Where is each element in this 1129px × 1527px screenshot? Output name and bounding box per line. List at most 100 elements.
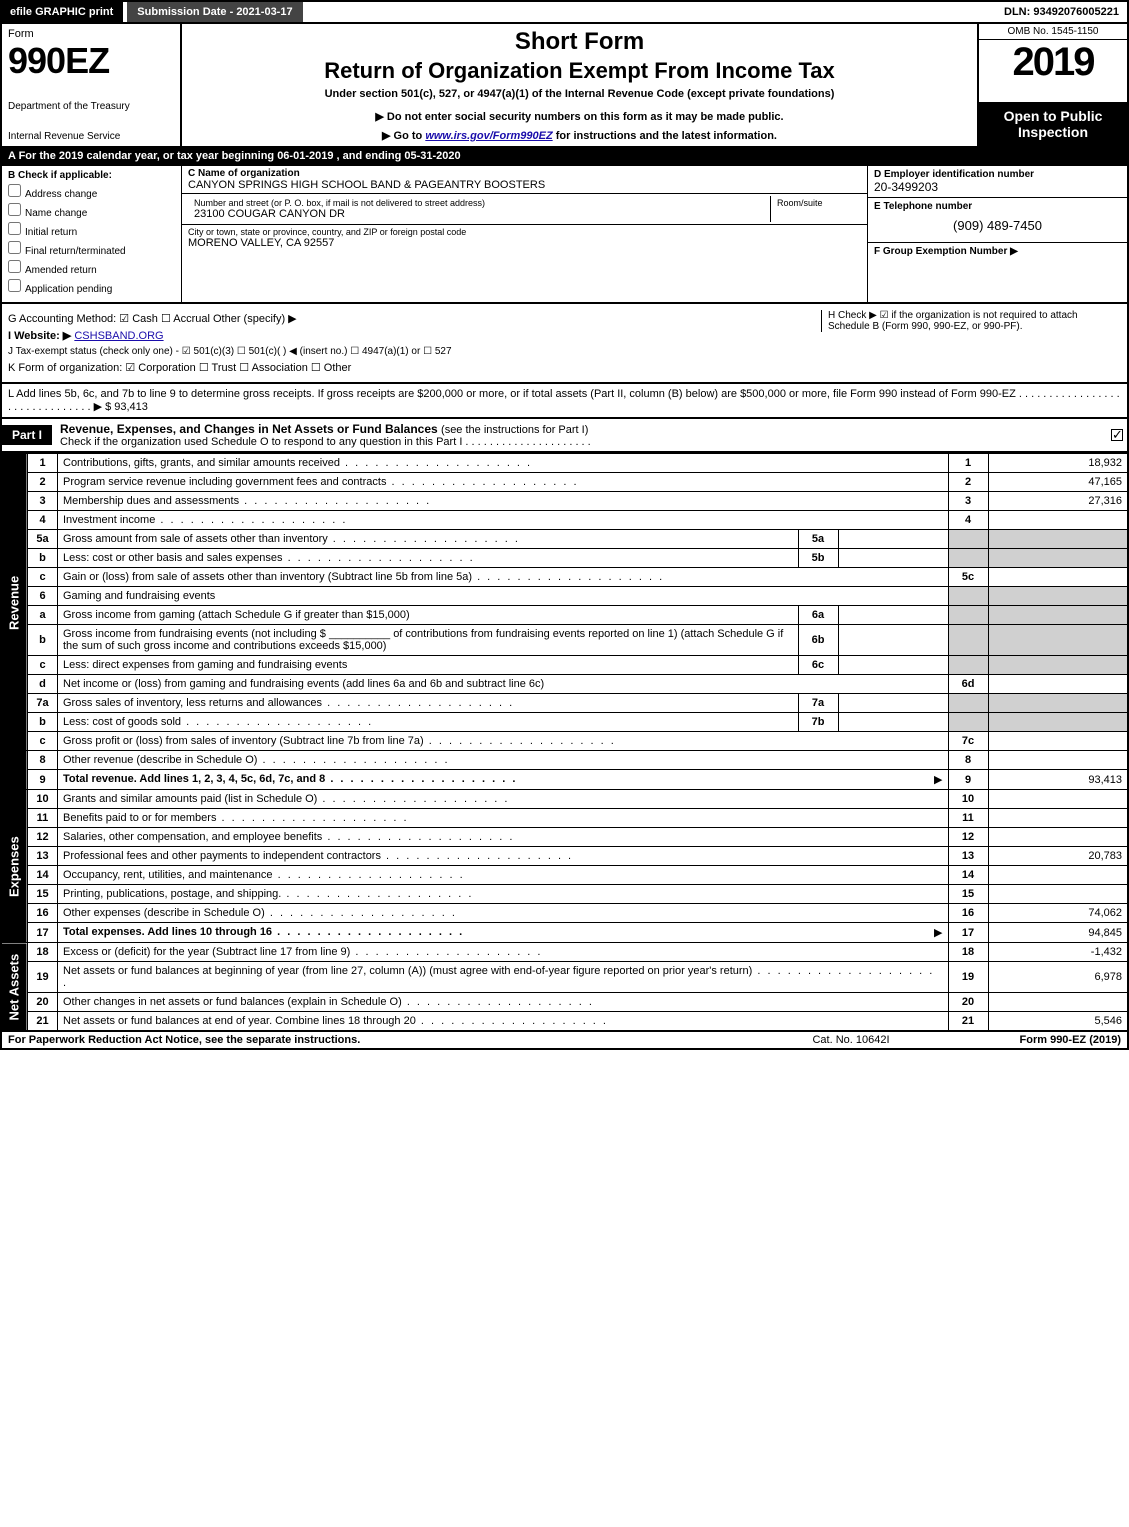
cb-name-change-label: Name change [25, 208, 87, 219]
room-label: Room/suite [777, 198, 855, 208]
part-1-checkbox[interactable] [1107, 429, 1127, 441]
l6c-num: c [28, 656, 58, 675]
l14-num: 14 [28, 866, 58, 885]
l18-num: 18 [28, 943, 58, 962]
period-text: A For the 2019 calendar year, or tax yea… [8, 150, 461, 162]
l5b-samt [838, 549, 948, 568]
l3-num: 3 [28, 492, 58, 511]
l15-rnum: 15 [948, 885, 988, 904]
phone-value: (909) 489-7450 [874, 212, 1121, 239]
l5c-amt [988, 568, 1128, 587]
l7b-ashade [988, 713, 1128, 732]
expenses-sidelabel: Expenses [1, 790, 28, 943]
revenue-sidelabel-cont [1, 751, 28, 790]
l6b-desc: Gross income from fundraising events (no… [58, 625, 799, 656]
l6-rshade [948, 587, 988, 606]
h-box: H Check ▶ ☑ if the organization is not r… [821, 310, 1121, 332]
l17-num: 17 [28, 923, 58, 943]
l10-amt [988, 790, 1128, 809]
l13-num: 13 [28, 847, 58, 866]
l1-desc: Contributions, gifts, grants, and simila… [58, 454, 949, 473]
goto-suffix: for instructions and the latest informat… [553, 130, 777, 142]
l5a-ashade [988, 530, 1128, 549]
goto-link[interactable]: www.irs.gov/Form990EZ [425, 130, 552, 142]
l1-rnum: 1 [948, 454, 988, 473]
street-cell: Number and street (or P. O. box, if mail… [188, 196, 771, 222]
cb-application-pending[interactable]: Application pending [8, 279, 175, 295]
column-b: B Check if applicable: Address change Na… [2, 166, 182, 302]
l6c-desc: Less: direct expenses from gaming and fu… [58, 656, 799, 675]
l14-desc: Occupancy, rent, utilities, and maintena… [58, 866, 949, 885]
cb-address-change[interactable]: Address change [8, 184, 175, 200]
cb-initial-return[interactable]: Initial return [8, 222, 175, 238]
column-def: D Employer identification number 20-3499… [867, 166, 1127, 302]
l8-amt [988, 751, 1128, 770]
org-name-cell: C Name of organization CANYON SPRINGS HI… [182, 166, 867, 194]
l18-desc: Excess or (deficit) for the year (Subtra… [58, 943, 949, 962]
l6a-ashade [988, 606, 1128, 625]
part-1-header: Part I Revenue, Expenses, and Changes in… [0, 419, 1129, 453]
l11-amt [988, 809, 1128, 828]
department-label: Department of the Treasury [8, 101, 174, 112]
website-link[interactable]: CSHSBAND.ORG [74, 330, 163, 342]
l14-rnum: 14 [948, 866, 988, 885]
l9-arrow: ▶ [934, 773, 942, 786]
l4-num: 4 [28, 511, 58, 530]
entity-block: B Check if applicable: Address change Na… [0, 166, 1129, 304]
l7b-rshade [948, 713, 988, 732]
group-exemption-cell: F Group Exemption Number ▶ [868, 243, 1127, 260]
l6d-rnum: 6d [948, 675, 988, 694]
cb-application-pending-label: Application pending [25, 284, 112, 295]
l19-amt: 6,978 [988, 962, 1128, 993]
cb-name-change[interactable]: Name change [8, 203, 175, 219]
l3-desc: Membership dues and assessments [58, 492, 949, 511]
l7a-sn: 7a [798, 694, 838, 713]
l11-num: 11 [28, 809, 58, 828]
l1-num: 1 [28, 454, 58, 473]
city-value: MORENO VALLEY, CA 92557 [188, 237, 861, 249]
l21-num: 21 [28, 1012, 58, 1032]
l15-amt [988, 885, 1128, 904]
l6a-rshade [948, 606, 988, 625]
l10-num: 10 [28, 790, 58, 809]
l13-desc: Professional fees and other payments to … [58, 847, 949, 866]
l6a-desc: Gross income from gaming (attach Schedul… [58, 606, 799, 625]
omb-number: OMB No. 1545-1150 [979, 24, 1127, 40]
efile-print-button[interactable]: efile GRAPHIC print [2, 2, 123, 22]
l19-rnum: 19 [948, 962, 988, 993]
l9-rnum: 9 [948, 770, 988, 790]
l5a-sn: 5a [798, 530, 838, 549]
l20-rnum: 20 [948, 993, 988, 1012]
city-cell: City or town, state or province, country… [182, 225, 867, 251]
l6c-ashade [988, 656, 1128, 675]
l5b-sn: 5b [798, 549, 838, 568]
city-label: City or town, state or province, country… [188, 227, 861, 237]
l8-rnum: 8 [948, 751, 988, 770]
l6a-samt [838, 606, 948, 625]
cb-amended-return-label: Amended return [25, 265, 97, 276]
ghijk-block: H Check ▶ ☑ if the organization is not r… [0, 304, 1129, 384]
return-title: Return of Organization Exempt From Incom… [324, 58, 835, 84]
l16-rnum: 16 [948, 904, 988, 923]
cb-final-return[interactable]: Final return/terminated [8, 241, 175, 257]
open-to-public: Open to Public Inspection [979, 102, 1127, 146]
form-header: Form 990EZ Department of the Treasury In… [0, 24, 1129, 148]
l4-rnum: 4 [948, 511, 988, 530]
l12-rnum: 12 [948, 828, 988, 847]
l4-desc: Investment income [58, 511, 949, 530]
tax-year: 2019 [979, 40, 1127, 85]
cb-amended-return[interactable]: Amended return [8, 260, 175, 276]
part-1-check-line: Check if the organization used Schedule … [60, 436, 1099, 448]
l6c-sn: 6c [798, 656, 838, 675]
part-1-tag: Part I [2, 425, 52, 445]
l5b-num: b [28, 549, 58, 568]
l7c-amt [988, 732, 1128, 751]
l5a-desc: Gross amount from sale of assets other t… [58, 530, 799, 549]
l12-desc: Salaries, other compensation, and employ… [58, 828, 949, 847]
l2-amt: 47,165 [988, 473, 1128, 492]
l2-desc: Program service revenue including govern… [58, 473, 949, 492]
ein-cell: D Employer identification number 20-3499… [868, 166, 1127, 198]
l7a-rshade [948, 694, 988, 713]
l7c-desc: Gross profit or (loss) from sales of inv… [58, 732, 949, 751]
col-b-header: B Check if applicable: [8, 170, 175, 181]
